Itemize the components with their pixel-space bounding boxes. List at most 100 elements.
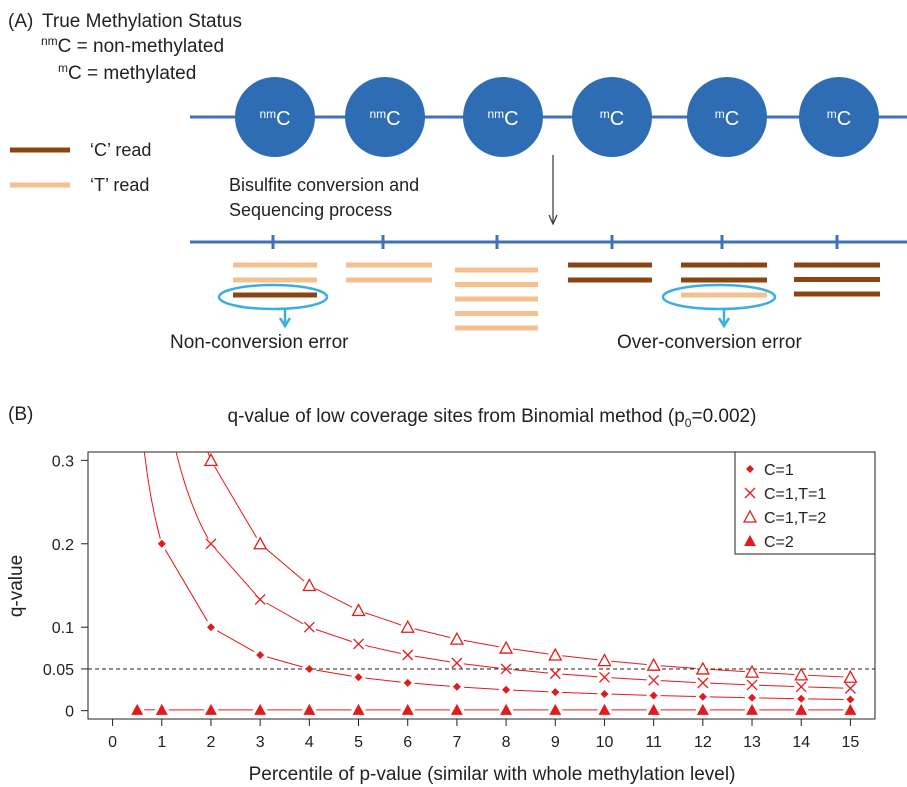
cpg-site-6: mC	[799, 77, 879, 157]
series-line-segment	[463, 639, 500, 648]
non-conversion-highlight	[217, 283, 329, 311]
panel-a-label: (A)	[8, 11, 33, 32]
c-read-legend-label: ‘C’ read	[90, 140, 151, 160]
series-line-segment	[808, 698, 844, 700]
cpg-site-label: nmC	[369, 107, 400, 130]
over-conversion-label: Over-conversion error	[617, 332, 802, 353]
data-point-cross	[353, 638, 364, 650]
data-point-cross	[402, 649, 414, 661]
data-point-filled-triangle	[844, 703, 857, 715]
data-point-diamond	[649, 691, 658, 700]
series-line-segment	[215, 548, 256, 595]
cpg-sites: nmC nmC nmC mC mC mC	[235, 77, 879, 157]
series-4	[131, 703, 857, 715]
plot-area	[87, 451, 876, 720]
series-line-segment	[365, 644, 402, 654]
series-line-segment	[365, 677, 401, 683]
x-tick-label: 14	[792, 734, 810, 751]
cpg-circle	[235, 77, 315, 157]
series-1	[143, 452, 855, 704]
x-tick-label: 11	[645, 734, 662, 751]
data-point-filled-triangle	[254, 703, 267, 715]
data-point-diamond	[403, 678, 412, 687]
data-point-cross	[451, 657, 463, 669]
data-point-diamond	[256, 651, 265, 660]
series-line-segment	[414, 628, 451, 638]
series-line-segment	[562, 673, 598, 678]
data-point-diamond	[746, 465, 754, 473]
series-line-segment	[316, 669, 352, 677]
data-point-open-triangle	[794, 667, 809, 681]
cpg-site-label: nmC	[487, 107, 518, 130]
series-layer	[131, 452, 858, 715]
data-point-cross	[599, 671, 610, 683]
legend-label: C=1,T=2	[764, 510, 826, 527]
data-point-filled-triangle	[204, 703, 217, 715]
data-point-filled-triangle	[696, 703, 709, 715]
x-tick-label: 15	[842, 734, 860, 751]
process-label-line1: Bisulfite conversion and	[229, 175, 419, 195]
series-line-segment	[759, 697, 795, 700]
data-point-cross	[795, 681, 807, 693]
cpg-site-4: mC	[572, 77, 652, 157]
series-line-segment	[709, 682, 746, 686]
t-read-legend-label: ‘T’ read	[90, 175, 149, 195]
data-point-cross	[303, 621, 315, 633]
series-line-segment	[611, 660, 647, 666]
data-point-filled-triangle	[155, 703, 168, 715]
data-point-diamond	[354, 673, 363, 682]
x-tick-label: 5	[354, 734, 363, 751]
panel-a-title: True Methylation Status	[42, 11, 242, 32]
data-point-cross	[205, 538, 217, 550]
series-line-segment	[660, 665, 696, 669]
data-point-filled-triangle	[450, 703, 463, 715]
legend-item-1: C=1	[746, 462, 794, 479]
data-point-filled-triangle	[744, 535, 756, 546]
series-line-segment	[414, 682, 450, 687]
series-line-segment	[216, 630, 255, 652]
cpg-site-label: mC	[600, 107, 624, 130]
legend-label: C=1	[764, 462, 794, 479]
data-point-diamond	[452, 682, 461, 691]
series-line-segment	[611, 693, 647, 696]
chart-title: q-value of low coverage sites from Binom…	[228, 406, 757, 430]
data-point-diamond	[206, 623, 215, 632]
data-point-open-triangle	[302, 578, 317, 592]
data-point-filled-triangle	[549, 703, 562, 715]
y-axis-label: q-value	[6, 555, 27, 617]
data-point-open-triangle	[351, 603, 366, 617]
series-line-segment	[512, 648, 549, 655]
series-line-segment	[611, 677, 647, 681]
data-point-filled-triangle	[131, 703, 144, 715]
series-line-segment	[808, 674, 844, 678]
data-point-diamond	[748, 693, 757, 702]
data-point-diamond	[846, 695, 855, 704]
series-line-segment	[660, 695, 696, 698]
series-line-segment	[315, 588, 353, 608]
x-tick-label: 13	[743, 734, 761, 751]
series-line-segment	[414, 655, 451, 663]
cpg-circle	[572, 77, 652, 157]
data-point-filled-triangle	[746, 703, 759, 715]
data-point-filled-triangle	[795, 703, 808, 715]
over-conversion-arrow-head	[717, 317, 731, 329]
cpg-circle	[345, 77, 425, 157]
series-line-segment	[315, 628, 353, 643]
legend: C=1 C=1,T=1 C=1,T=2 C=2	[742, 462, 826, 551]
data-point-filled-triangle	[647, 703, 660, 715]
y-tick-label: 0.2	[52, 537, 74, 554]
data-point-open-triangle	[253, 536, 268, 550]
data-point-cross	[549, 668, 561, 680]
data-point-diamond	[157, 539, 166, 548]
data-point-open-triangle	[203, 452, 219, 466]
cpg-site-5: mC	[687, 77, 767, 157]
data-point-cross	[697, 677, 709, 689]
process-label-line2: Sequencing process	[229, 200, 392, 220]
process-arrow-head	[548, 214, 558, 226]
series-line-segment	[808, 686, 844, 689]
strand-ticks	[271, 235, 839, 249]
y-tick-label: 0.1	[52, 620, 74, 637]
series-line-segment	[660, 680, 696, 684]
read-stacks	[233, 262, 880, 331]
